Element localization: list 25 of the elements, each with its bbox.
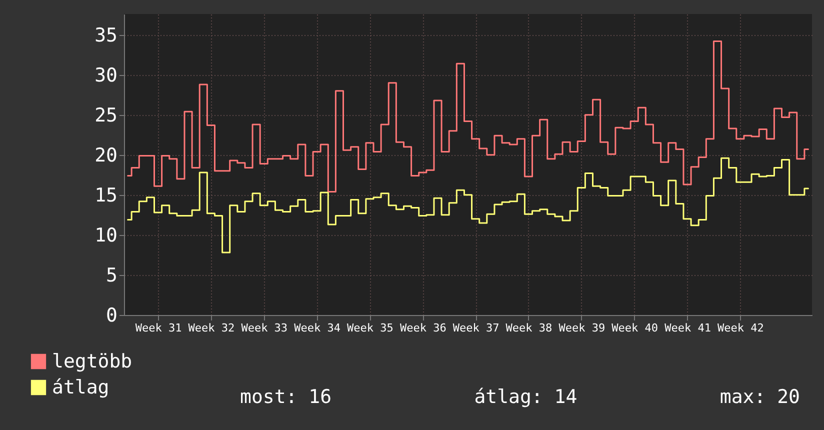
y-tick-label: 30 [94, 64, 118, 86]
x-tick-label: Week 32 [188, 322, 235, 334]
text: átlag: 14 [474, 386, 578, 408]
text: max: 20 [720, 386, 800, 408]
x-tick-label: Week 39 [558, 322, 606, 334]
y-tick-label: 35 [94, 24, 118, 46]
y-tick-label: 5 [106, 264, 118, 286]
x-tick-label: Week 37 [452, 322, 500, 334]
y-tick-label: 0 [106, 304, 118, 326]
x-tick-label: Week 35 [347, 322, 394, 334]
x-tick-label: Week 34 [294, 322, 341, 334]
y-tick-label: 25 [94, 104, 118, 126]
legend-label: átlag [52, 376, 110, 398]
y-tick-label: 10 [94, 224, 118, 246]
x-tick-label: Week 36 [400, 322, 446, 334]
x-tick-label: Week 31 [135, 322, 182, 334]
x-tick-label: Week 33 [241, 322, 288, 334]
y-tick-label: 15 [94, 184, 118, 206]
legend-label: legtöbb [52, 350, 132, 372]
x-tick-label: Week 40 [612, 322, 658, 334]
x-tick-label: Week 38 [506, 322, 552, 334]
x-tick-label: Week 42 [717, 322, 764, 334]
text: most: 16 [240, 386, 332, 408]
x-tick-label: Week 41 [664, 322, 711, 334]
y-tick-label: 20 [94, 144, 118, 166]
